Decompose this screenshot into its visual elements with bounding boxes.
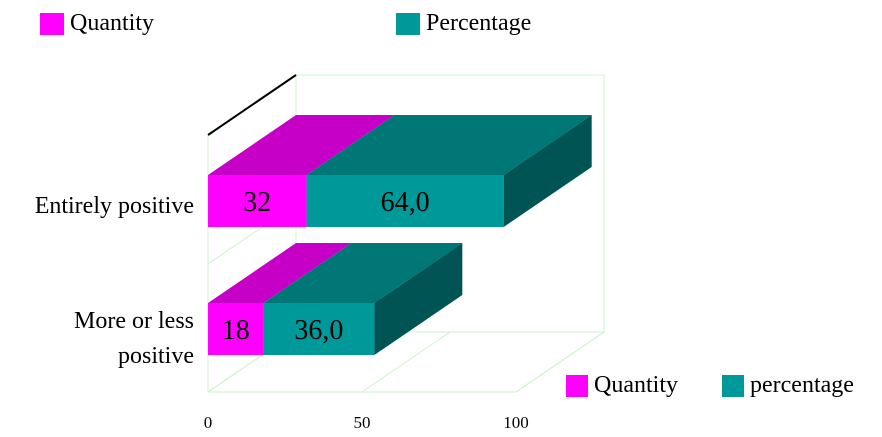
data-label-0-0: 32 — [243, 187, 271, 218]
bars — [208, 115, 592, 355]
bar-top-1-1 — [263, 243, 463, 303]
category-label-0-0: Entirely positive — [35, 193, 194, 219]
top-legend-label-percentage: Percentage — [426, 10, 532, 36]
wall-top-edge — [207, 74, 297, 136]
bottom-legend-swatch-quantity — [566, 374, 588, 397]
floor-gridline — [361, 331, 451, 393]
top-legend-swatch-percentage — [396, 12, 420, 35]
top-legend-label-quantity: Quantity — [70, 10, 154, 36]
labels: 32 64,0 18 36,0 Entirely positive More or les… — [35, 187, 529, 432]
bar-front-1-0 — [306, 175, 504, 227]
bar-front-0-0 — [208, 175, 307, 227]
bar-side-1-1 — [374, 243, 463, 355]
category-label-1-1: positive — [118, 343, 194, 369]
bottom-legend-label-percentage: percentage — [750, 372, 854, 398]
bar-side-1-0 — [503, 115, 592, 227]
bar-front-1-1 — [263, 303, 375, 355]
data-label-1-1: 36,0 — [294, 315, 343, 346]
floor-gridline — [515, 331, 605, 393]
bottom-legend-label-quantity: Quantity — [594, 372, 678, 398]
bottom-legend-swatch-percentage — [722, 374, 744, 397]
x-tick-label-1: 50 — [354, 413, 371, 432]
bar-front-0-1 — [208, 303, 264, 355]
top-legend-item-percentage: Percentage — [396, 10, 531, 37]
bar-top-0-1 — [208, 243, 352, 303]
data-label-1-0: 64,0 — [381, 187, 430, 218]
bar-top-0-0 — [208, 115, 395, 175]
category-label-1-0: More or less — [74, 308, 194, 334]
x-tick-label-2: 100 — [503, 413, 529, 432]
data-label-0-1: 18 — [222, 315, 250, 346]
bottom-legend-item-percentage: percentage — [722, 372, 854, 399]
top-legend-swatch-quantity — [40, 12, 64, 35]
top-legend-item-quantity: Quantity — [40, 10, 154, 37]
x-tick-label-0: 0 — [204, 413, 213, 432]
bottom-legend-item-quantity: Quantity — [566, 372, 678, 399]
bar-top-1-0 — [306, 115, 592, 175]
